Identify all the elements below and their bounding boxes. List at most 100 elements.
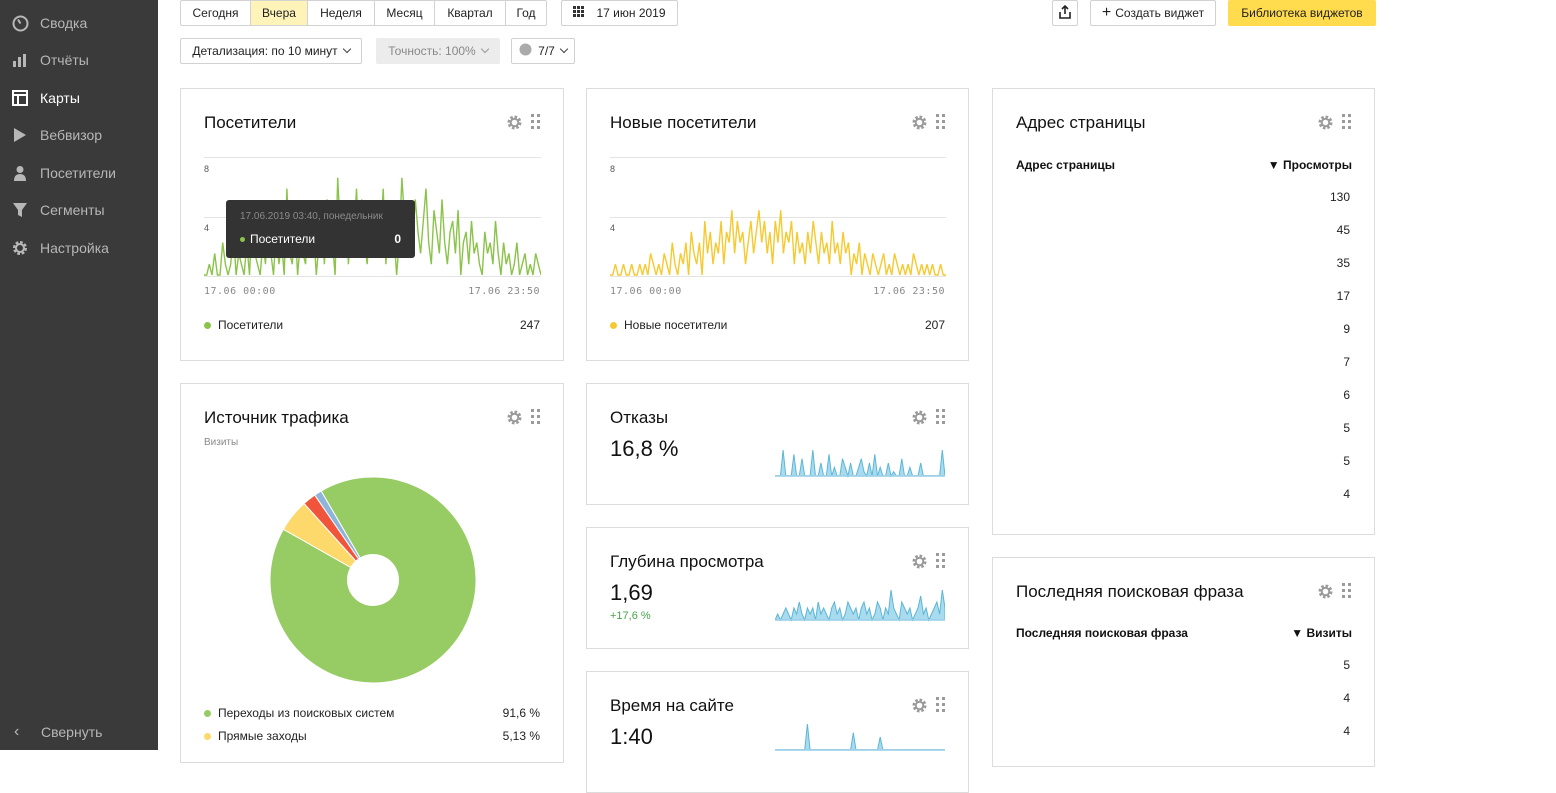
table-header-views[interactable]: ▼ Просмотры: [1267, 158, 1352, 172]
table-cell-value: 4: [1343, 487, 1350, 501]
legend-dot: [204, 709, 211, 717]
sidebar-item-segments[interactable]: Сегменты: [0, 195, 158, 225]
plus-icon: +: [1101, 4, 1112, 21]
date-picker-button[interactable]: 17 июн 2019: [561, 0, 678, 26]
widget-title: Время на сайте: [610, 696, 734, 715]
gear-icon[interactable]: [1317, 583, 1334, 600]
legend-item[interactable]: Посетители: [204, 318, 283, 332]
accuracy-dropdown[interactable]: Точность: 100%: [376, 38, 500, 64]
traffic-pie-chart[interactable]: [267, 474, 479, 686]
traffic-source-widget: Источник трафика Визиты Переходы из поис…: [180, 383, 564, 763]
sidebar-item-visitors[interactable]: Посетители: [0, 158, 158, 188]
table-cell-value: 5: [1343, 658, 1350, 672]
create-widget-label: Создать виджет: [1115, 6, 1205, 20]
widget-title: Глубина просмотра: [610, 552, 764, 571]
period-quarter[interactable]: Квартал: [435, 1, 506, 25]
segments-dropdown[interactable]: 7/7: [511, 38, 575, 64]
table-cell-value: 130: [1329, 190, 1350, 204]
drag-handle-icon[interactable]: [1342, 114, 1352, 131]
widget-tools: [911, 553, 946, 570]
table-header-phrase: Последняя поисковая фраза: [1016, 626, 1188, 640]
drag-handle-icon[interactable]: [531, 409, 541, 426]
widget-tools: [911, 114, 946, 131]
legend-dot: [610, 321, 617, 329]
table-cell-value: 35: [1336, 256, 1350, 270]
detail-dropdown[interactable]: Детализация: по 10 минут: [180, 38, 362, 64]
drag-handle-icon[interactable]: [936, 114, 946, 131]
metric-value: 16,8 %: [610, 436, 679, 461]
period-yesterday[interactable]: Вчера: [251, 1, 308, 25]
gear-icon[interactable]: [911, 697, 928, 714]
y-tick: 4: [610, 223, 616, 233]
map-layout-icon: [11, 89, 29, 107]
period-month[interactable]: Месяц: [375, 1, 435, 25]
legend-label: Посетители: [218, 318, 284, 332]
legend-item[interactable]: Прямые заходы: [204, 729, 307, 743]
sidebar-item-label: Вебвизор: [40, 127, 103, 143]
legend-item[interactable]: Новые посетители: [610, 318, 727, 332]
table-cell-value: 7: [1343, 355, 1350, 369]
period-selector: Сегодня Вчера Неделя Месяц Квартал Год: [180, 0, 547, 26]
filter-icon: [11, 201, 29, 219]
create-widget-button[interactable]: + Создать виджет: [1090, 0, 1216, 26]
tooltip-date: 17.06.2019 03:40, понедельник: [240, 211, 383, 222]
widget-library-button[interactable]: Библиотека виджетов: [1228, 0, 1376, 26]
table-cell-value: 5: [1343, 454, 1350, 468]
legend-value: 91,6 %: [502, 706, 540, 720]
sidebar-item-settings[interactable]: Настройка: [0, 233, 158, 263]
table-cell-value: 4: [1343, 691, 1350, 705]
tooltip-label: Посетители: [240, 232, 315, 246]
drag-handle-icon[interactable]: [936, 697, 946, 714]
gear-icon[interactable]: [1317, 114, 1334, 131]
chevron-down-icon: [480, 44, 489, 54]
gear-icon[interactable]: [506, 114, 523, 131]
sidebar-item-webvisor[interactable]: Вебвизор: [0, 120, 158, 150]
detail-label: Детализация: по 10 минут: [192, 44, 338, 58]
collapse-sidebar-button[interactable]: ‹ Свернуть: [0, 718, 158, 746]
chevron-down-icon: [342, 44, 351, 54]
bounces-widget: Отказы 16,8 %: [586, 383, 969, 505]
person-icon: [11, 164, 29, 182]
new-visitors-line-chart[interactable]: [610, 157, 946, 279]
drag-handle-icon[interactable]: [531, 114, 541, 131]
chart-tooltip: 17.06.2019 03:40, понедельник Посетители…: [226, 200, 415, 258]
legend-item[interactable]: Переходы из поисковых систем: [204, 706, 394, 720]
gear-icon[interactable]: [911, 114, 928, 131]
sidebar-item-reports[interactable]: Отчёты: [0, 45, 158, 75]
table-cell-value: 45: [1336, 223, 1350, 237]
widget-tools: [911, 697, 946, 714]
sidebar: Сводка Отчёты Карты Вебвизор Посетители …: [0, 0, 158, 750]
tooltip-value: 0: [394, 232, 401, 246]
legend-label: Переходы из поисковых систем: [218, 706, 395, 720]
legend-dot: [204, 321, 211, 329]
gear-icon[interactable]: [506, 409, 523, 426]
legend-label: Новые посетители: [624, 318, 728, 332]
gear-icon[interactable]: [911, 409, 928, 426]
sidebar-item-summary[interactable]: Сводка: [0, 8, 158, 38]
sparkline-area: [775, 723, 945, 751]
export-button[interactable]: [1052, 0, 1078, 26]
gear-icon[interactable]: [911, 553, 928, 570]
sidebar-item-maps[interactable]: Карты: [0, 83, 158, 113]
new-visitors-widget: Новые посетители 8 4 17.06 00:00 17.06 2…: [586, 88, 969, 361]
period-year[interactable]: Год: [516, 6, 536, 20]
depth-widget: Глубина просмотра 1,69 +17,6 %: [586, 527, 969, 649]
play-icon: [11, 126, 29, 144]
table-header-address: Адрес страницы: [1016, 158, 1115, 172]
table-header-visits[interactable]: ▼ Визиты: [1291, 626, 1352, 640]
widget-title: Последняя поисковая фраза: [1016, 582, 1244, 601]
y-tick: 4: [204, 223, 210, 233]
drag-handle-icon[interactable]: [1342, 583, 1352, 600]
y-tick: 8: [610, 164, 616, 174]
page-address-widget: Адрес страницы Адрес страницы ▼ Просмотр…: [992, 88, 1375, 535]
legend-label: Прямые заходы: [218, 729, 307, 743]
metric-value: 1:40: [610, 724, 653, 749]
legend-value: 5,13 %: [502, 729, 540, 743]
period-week[interactable]: Неделя: [308, 1, 375, 25]
drag-handle-icon[interactable]: [936, 553, 946, 570]
drag-handle-icon[interactable]: [936, 409, 946, 426]
widget-tools: [1317, 583, 1352, 600]
sidebar-item-label: Карты: [40, 90, 80, 106]
last-search-phrase-widget: Последняя поисковая фраза Последняя поис…: [992, 557, 1375, 767]
period-today[interactable]: Сегодня: [181, 1, 251, 25]
